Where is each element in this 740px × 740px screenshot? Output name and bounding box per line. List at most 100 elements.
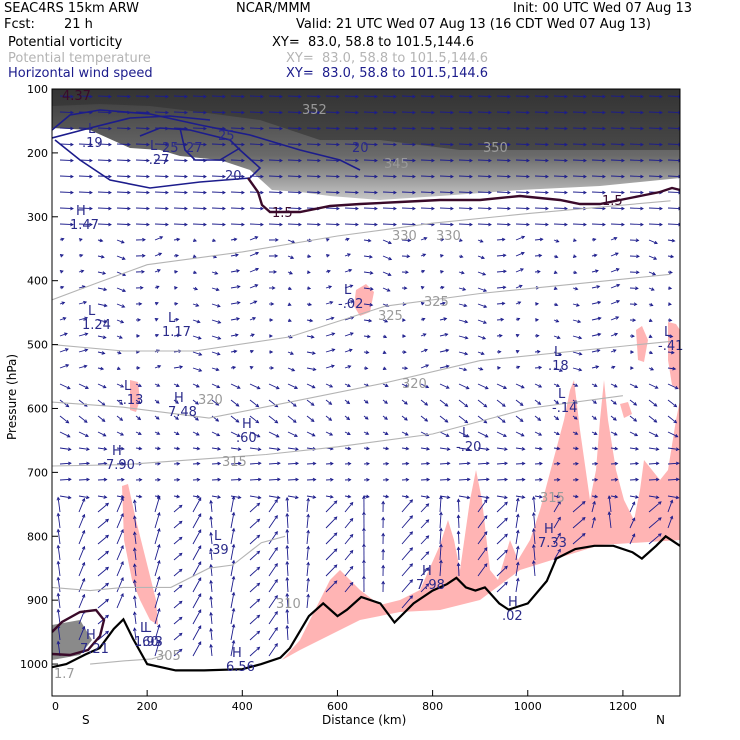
wind-vector bbox=[325, 463, 333, 465]
wind-arrowhead bbox=[289, 271, 293, 275]
wind-vector bbox=[534, 238, 543, 241]
wind-arrowhead bbox=[312, 367, 317, 372]
wind-arrowhead bbox=[531, 511, 536, 516]
wind-arrowhead bbox=[195, 401, 199, 405]
wind-arrowhead bbox=[336, 94, 340, 99]
wind-arrowhead bbox=[607, 495, 612, 500]
wind-arrowhead bbox=[621, 142, 625, 147]
wind-vector bbox=[496, 207, 511, 210]
wind-arrowhead bbox=[674, 434, 679, 438]
wind-vector bbox=[496, 501, 508, 513]
wind-arrowhead bbox=[362, 559, 366, 564]
wind-arrowhead bbox=[285, 592, 290, 597]
wind-arrowhead bbox=[295, 477, 300, 482]
y-tick-label: 200 bbox=[27, 147, 48, 160]
wind-arrowhead bbox=[374, 94, 378, 99]
wind-arrowhead bbox=[103, 303, 108, 308]
wind-arrowhead bbox=[279, 222, 283, 227]
hl-value: -.27 bbox=[144, 153, 169, 168]
wind-vector bbox=[533, 528, 536, 545]
wind-vector bbox=[420, 447, 430, 450]
wind-arrowhead bbox=[275, 238, 279, 242]
wind-arrowhead bbox=[469, 110, 473, 115]
wind-vector bbox=[211, 495, 221, 498]
wind-arrowhead bbox=[222, 94, 226, 99]
wind-arrowhead bbox=[488, 174, 492, 179]
wind-arrowhead bbox=[215, 418, 220, 422]
wind-arrowhead bbox=[466, 461, 471, 466]
wind-arrowhead bbox=[507, 126, 511, 131]
wind-vector bbox=[268, 499, 278, 513]
wind-arrowhead bbox=[285, 624, 290, 629]
wind-vector bbox=[97, 255, 104, 258]
wind-arrowhead bbox=[439, 543, 443, 548]
wind-vector bbox=[154, 252, 162, 257]
wind-arrowhead bbox=[231, 607, 236, 612]
wind-arrowhead bbox=[420, 302, 425, 306]
wind-arrowhead bbox=[257, 447, 262, 452]
wind-arrowhead bbox=[365, 431, 370, 435]
wind-arrowhead bbox=[465, 385, 470, 390]
wind-vector bbox=[648, 255, 657, 260]
wind-arrowhead bbox=[556, 335, 561, 340]
wind-arrowhead bbox=[538, 384, 543, 388]
wind-arrowhead bbox=[602, 158, 606, 163]
wind-arrowhead bbox=[446, 495, 451, 500]
wind-vector bbox=[211, 191, 226, 194]
wind-vector bbox=[287, 143, 302, 146]
wind-arrowhead bbox=[310, 418, 315, 422]
wind-arrowhead bbox=[669, 515, 674, 520]
wind-vector bbox=[401, 143, 416, 146]
wind-arrowhead bbox=[120, 432, 125, 436]
wind-vector bbox=[648, 159, 663, 162]
wind-vector bbox=[306, 514, 309, 529]
wind-arrowhead bbox=[105, 614, 110, 619]
wind-arrowhead bbox=[176, 237, 181, 242]
hl-marker: H bbox=[86, 628, 96, 643]
wind-arrowhead bbox=[84, 348, 89, 353]
wind-vector bbox=[97, 383, 106, 389]
wind-vector bbox=[591, 175, 606, 178]
wind-vector bbox=[591, 143, 606, 146]
wind-vector bbox=[59, 348, 69, 353]
wind-arrowhead bbox=[193, 270, 198, 275]
wind-vector bbox=[116, 175, 131, 178]
wind-vector bbox=[210, 532, 213, 545]
wind-arrowhead bbox=[157, 461, 161, 466]
init-time: Init: 00 UTC Wed 07 Aug 13 bbox=[513, 1, 693, 16]
theta-contour-line bbox=[52, 200, 671, 301]
wind-arrowhead bbox=[614, 477, 619, 482]
wind-vector bbox=[173, 504, 183, 513]
wind-vector bbox=[78, 562, 85, 577]
wind-arrowhead bbox=[108, 174, 112, 179]
wind-arrowhead bbox=[348, 348, 353, 353]
wind-arrowhead bbox=[56, 560, 61, 565]
wind-vector bbox=[78, 447, 90, 450]
wind-vector bbox=[648, 111, 663, 114]
wind-vector bbox=[116, 495, 124, 498]
wind-arrowhead bbox=[564, 158, 568, 163]
wind-arrowhead bbox=[178, 552, 183, 557]
hl-marker: H bbox=[544, 522, 554, 537]
wind-vector bbox=[325, 301, 333, 305]
wind-vector bbox=[78, 223, 93, 226]
wind-arrowhead bbox=[497, 350, 502, 354]
wind-arrowhead bbox=[650, 287, 655, 291]
wind-arrowhead bbox=[573, 400, 578, 404]
wind-arrowhead bbox=[575, 461, 579, 466]
wind-arrowhead bbox=[64, 332, 68, 336]
wind-vector bbox=[78, 207, 93, 210]
wind-arrowhead bbox=[156, 431, 161, 435]
wind-arrowhead bbox=[232, 365, 237, 370]
wind-vector bbox=[515, 498, 519, 513]
wind-arrowhead bbox=[165, 206, 169, 211]
wind-arrowhead bbox=[132, 547, 137, 552]
wind-vector bbox=[496, 533, 508, 545]
wind-vector bbox=[116, 593, 124, 609]
wind-arrowhead bbox=[500, 317, 505, 322]
wind-arrowhead bbox=[614, 494, 619, 499]
wind-arrowhead bbox=[407, 238, 412, 243]
wind-vector bbox=[173, 536, 183, 545]
wind-vector bbox=[116, 513, 124, 529]
wind-vector bbox=[629, 415, 637, 422]
